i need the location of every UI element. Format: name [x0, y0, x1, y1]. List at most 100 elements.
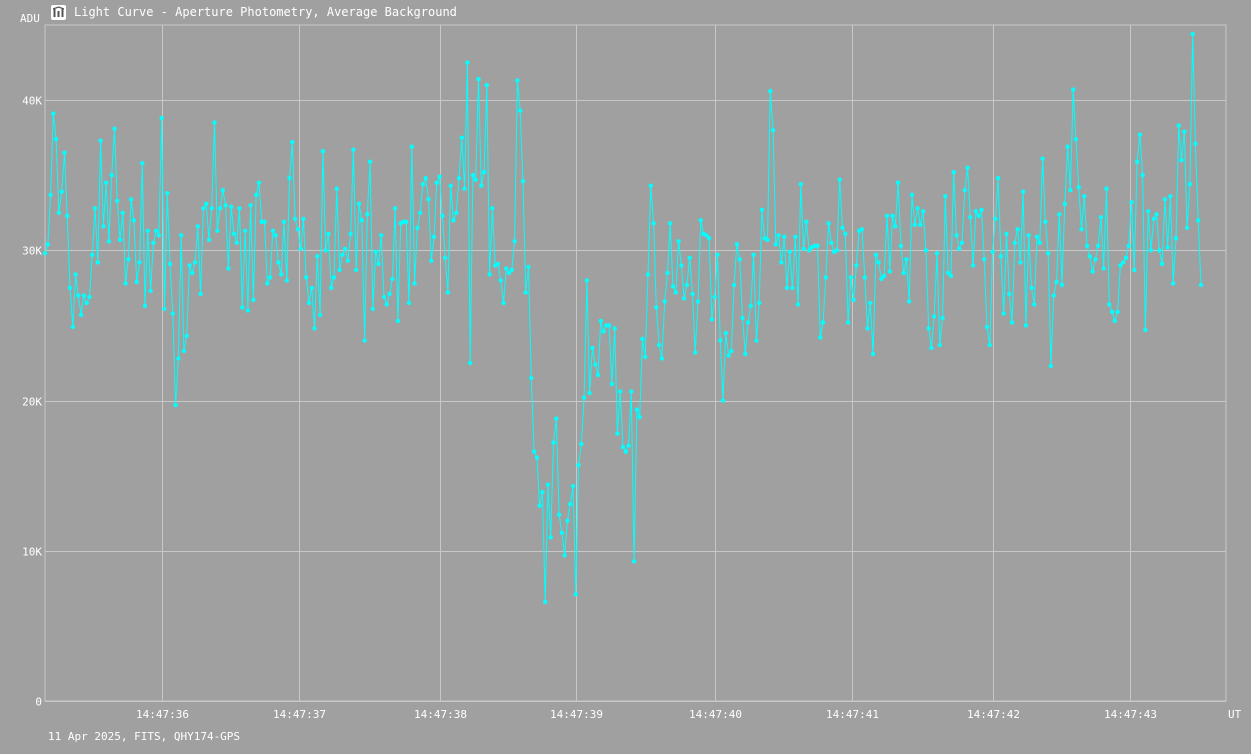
data-point [837, 177, 842, 182]
data-point [615, 431, 620, 436]
data-point [78, 312, 84, 318]
data-point [356, 201, 362, 206]
data-point [1190, 31, 1195, 37]
data-point [526, 264, 531, 270]
data-point [1193, 141, 1198, 146]
data-point [901, 270, 906, 276]
data-point [245, 308, 251, 313]
data-point [440, 213, 445, 218]
data-point [1143, 327, 1148, 333]
data-point [823, 275, 828, 280]
data-point [751, 252, 756, 257]
data-point [679, 263, 684, 268]
data-point [1096, 243, 1101, 248]
data-point [476, 76, 481, 82]
x-tick-label: 14:47:37 [273, 708, 326, 721]
data-point [443, 255, 448, 260]
data-point [387, 291, 392, 297]
data-point [370, 306, 376, 312]
data-point [98, 138, 103, 143]
data-point [376, 261, 381, 267]
data-point [698, 218, 703, 223]
data-point [1118, 263, 1123, 268]
data-point [529, 375, 534, 381]
data-point [1001, 311, 1006, 316]
data-point [120, 210, 126, 215]
data-point [481, 170, 487, 175]
data-point [951, 170, 956, 175]
data-point [1107, 302, 1112, 307]
data-point [90, 252, 95, 257]
data-point [301, 216, 306, 221]
data-point [106, 239, 112, 244]
data-point [156, 233, 162, 238]
data-point [748, 303, 753, 309]
data-point [504, 266, 509, 271]
data-point [648, 183, 653, 188]
series-layer [44, 33, 1202, 602]
data-point [862, 275, 867, 280]
data-point [534, 455, 540, 460]
data-point [362, 338, 367, 343]
data-point [640, 336, 645, 342]
data-point [843, 231, 848, 236]
data-point [926, 326, 931, 331]
data-point [1168, 194, 1173, 199]
data-point [195, 224, 200, 229]
data-point [1154, 212, 1159, 217]
data-point [643, 354, 648, 360]
data-point [718, 338, 723, 343]
data-point [140, 161, 145, 166]
data-point [840, 225, 845, 230]
data-point [873, 252, 879, 257]
data-point [176, 356, 181, 361]
data-point [445, 290, 451, 295]
data-point [612, 326, 617, 331]
data-point [845, 320, 851, 325]
data-point [56, 210, 62, 215]
data-point [101, 224, 106, 229]
data-point [634, 407, 640, 412]
data-point [729, 348, 734, 354]
data-point [918, 222, 923, 227]
data-point [454, 210, 459, 215]
data-point [59, 189, 64, 194]
y-tick-label: 20K [22, 396, 42, 409]
data-point [159, 115, 164, 121]
data-point [993, 216, 998, 221]
data-point [584, 278, 590, 283]
data-point [1037, 240, 1043, 245]
x-tick-label: 14:47:39 [550, 708, 603, 721]
data-point [890, 213, 895, 218]
data-point [473, 177, 478, 182]
data-point [629, 389, 634, 394]
data-point [234, 240, 239, 245]
data-point [284, 278, 289, 283]
data-point [209, 206, 214, 211]
data-point [1057, 212, 1062, 217]
data-point [987, 342, 992, 348]
data-point [81, 293, 87, 298]
data-point [1054, 279, 1059, 285]
y-tick-label: 40K [22, 95, 42, 108]
data-point [626, 443, 631, 448]
data-point [923, 248, 929, 253]
data-point [115, 198, 120, 203]
data-point [103, 180, 109, 185]
data-point [1073, 137, 1079, 142]
data-point [807, 248, 812, 253]
data-point [1115, 309, 1120, 315]
data-point [562, 553, 567, 558]
data-point [429, 258, 434, 263]
data-point [623, 449, 628, 454]
data-point [187, 263, 192, 268]
data-point [554, 416, 559, 421]
data-point [1137, 132, 1143, 137]
data-point [373, 249, 378, 254]
data-point [329, 285, 334, 291]
chart-app-icon[interactable] [51, 4, 66, 20]
data-point [934, 251, 940, 256]
data-point [531, 449, 537, 454]
tick-labels: 0 10K 20K 30K 40K 14:47:36 14:47:37 14:47:38 14:… [22, 95, 1157, 722]
